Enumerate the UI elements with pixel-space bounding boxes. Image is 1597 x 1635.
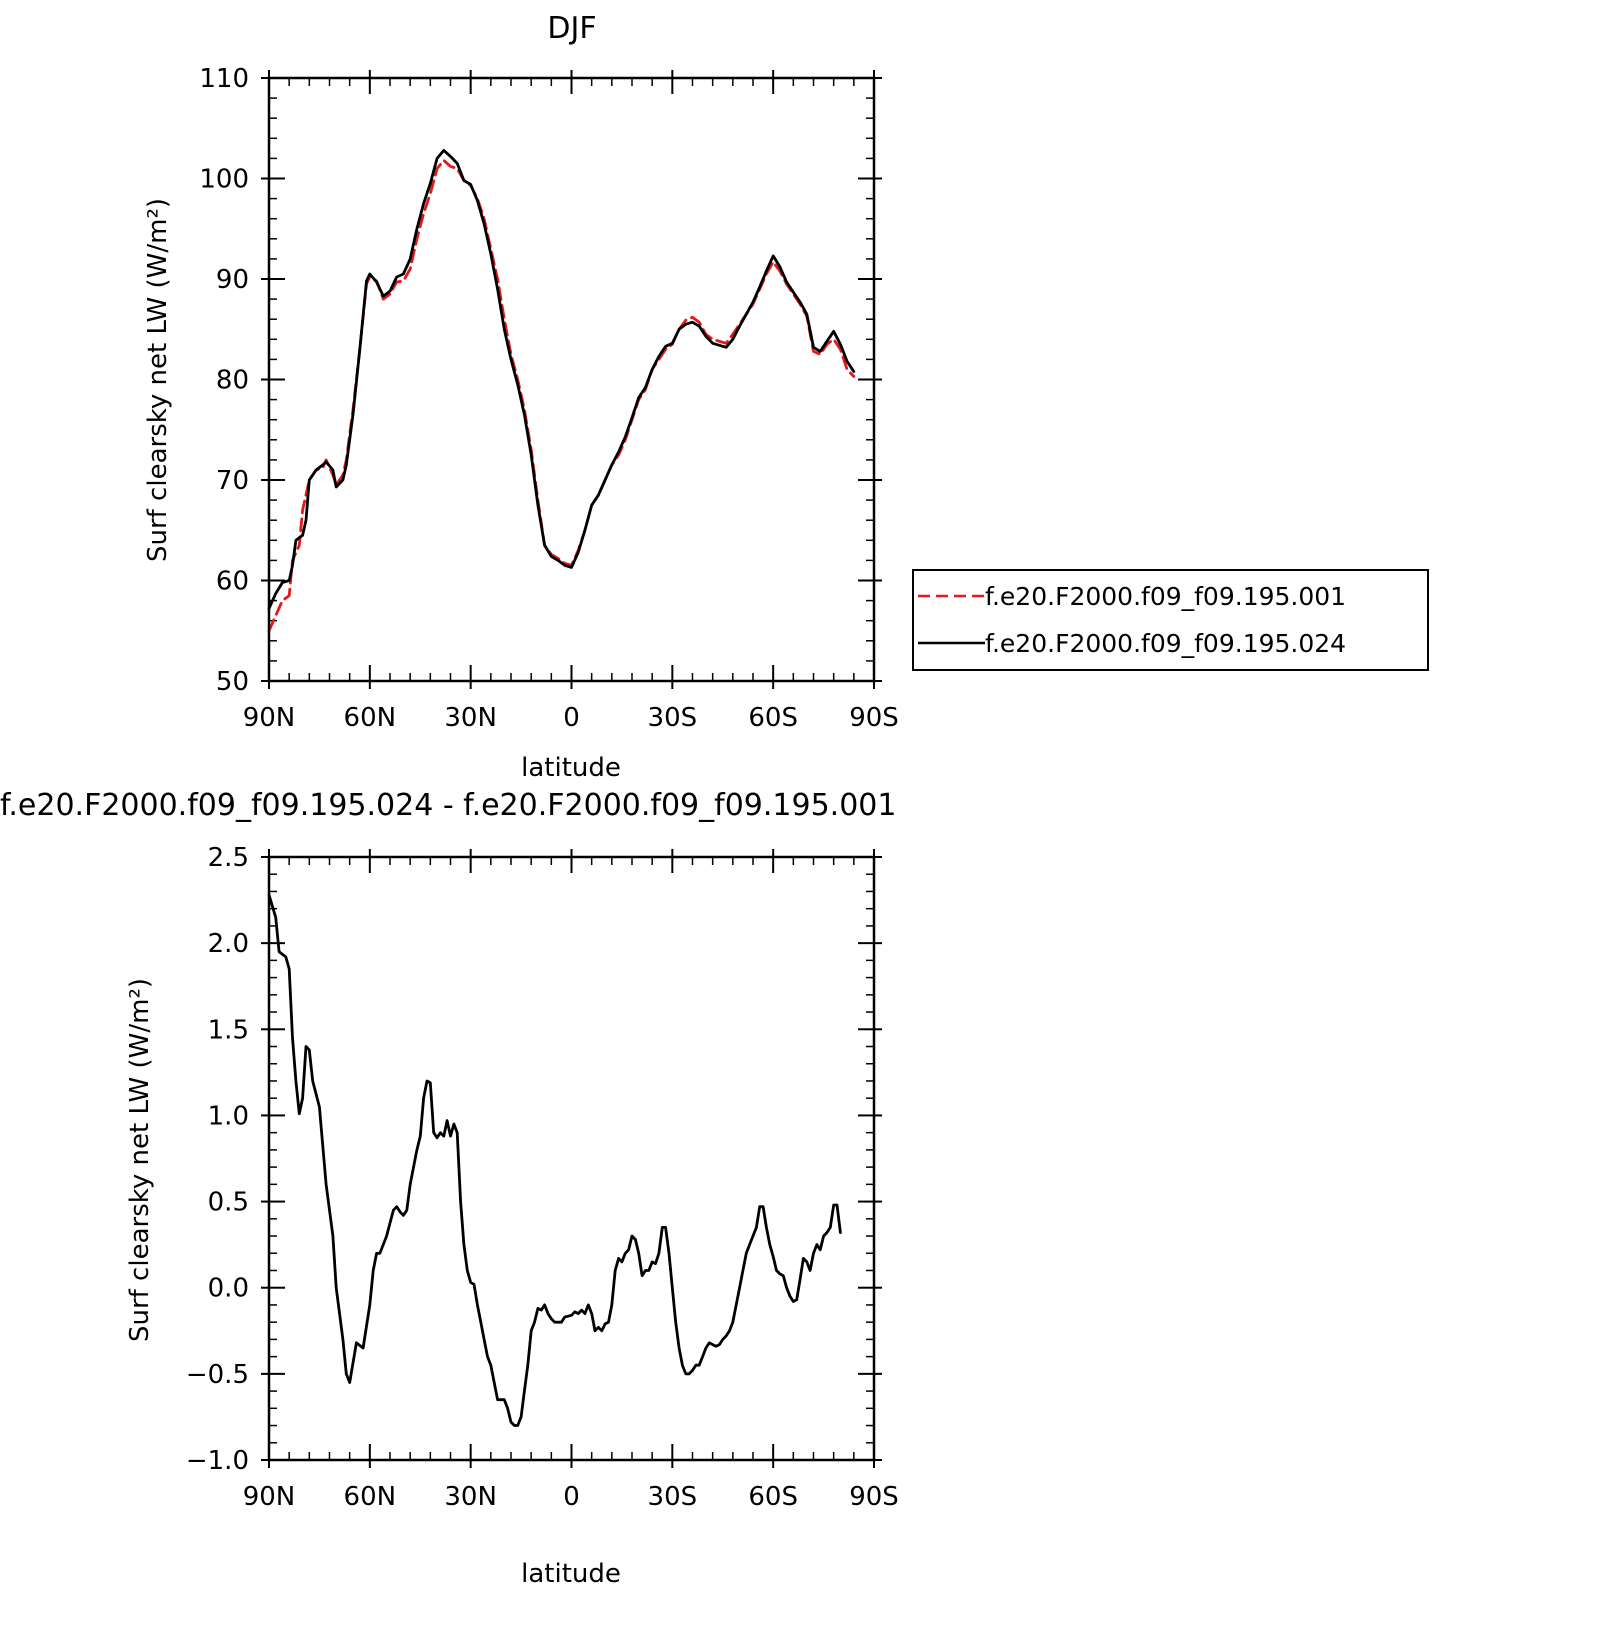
top-plot-frame	[267, 76, 876, 683]
y-tick-label: −0.5	[186, 1360, 249, 1390]
x-tick-label: 30N	[444, 703, 497, 733]
x-tick-label: 30N	[444, 1482, 497, 1512]
legend-label-series-2: f.e20.F2000.f09_f09.195.024	[985, 629, 1346, 658]
y-tick-label: 90	[216, 265, 249, 295]
y-tick-label: 100	[199, 165, 249, 195]
top-x-axis-title: latitude	[521, 753, 621, 783]
y-tick-label: 60	[216, 567, 249, 597]
series-line-1	[267, 893, 842, 1427]
series-line-2	[267, 149, 856, 610]
y-tick-label: 80	[216, 366, 249, 396]
top-y-axis-title: Surf clearsky net LW (W/m²)	[143, 198, 173, 562]
y-tick-label: 0.0	[208, 1274, 249, 1304]
y-tick-label: 50	[216, 667, 249, 697]
bottom-y-axis-title: Surf clearsky net LW (W/m²)	[125, 978, 155, 1342]
y-tick-label: −1.0	[186, 1446, 249, 1476]
x-tick-label: 90N	[243, 703, 296, 733]
bottom-panel: f.e20.F2000.f09_f09.195.024 - f.e20.F200…	[0, 788, 899, 1589]
top-panel: DJF 90N 60N 30N 0 30S 60S 90S5060708090100110 …	[143, 11, 899, 783]
x-tick-label: 60N	[344, 703, 397, 733]
bottom-plot-frame	[267, 855, 876, 1462]
x-tick-label: 60N	[344, 1482, 397, 1512]
x-tick-label: 60S	[748, 703, 798, 733]
y-tick-label: 2.5	[208, 843, 249, 873]
top-series	[267, 149, 856, 633]
x-tick-label: 90S	[849, 703, 899, 733]
y-tick-label: 1.5	[208, 1015, 249, 1045]
series-line-1	[267, 159, 856, 633]
x-tick-label: 0	[563, 1482, 580, 1512]
x-tick-label: 30S	[648, 703, 698, 733]
x-tick-label: 90N	[243, 1482, 296, 1512]
y-tick-label: 0.5	[208, 1188, 249, 1218]
top-chart-title: DJF	[547, 11, 596, 46]
bottom-chart-title: f.e20.F2000.f09_f09.195.024 - f.e20.F200…	[0, 788, 896, 823]
x-tick-label: 60S	[748, 1482, 798, 1512]
y-tick-label: 110	[199, 64, 249, 94]
legend-box	[912, 569, 1429, 671]
bottom-series	[267, 893, 842, 1427]
legend: f.e20.F2000.f09_f09.195.001 f.e20.F2000.…	[912, 569, 1429, 671]
y-tick-label: 70	[216, 466, 249, 496]
bottom-x-axis-title: latitude	[521, 1559, 621, 1589]
y-tick-label: 2.0	[208, 929, 249, 959]
bottom-ticks: 90N 60N 30N 0 30S 60S 90S −1.0 −0.5 0.0 0.5 1.0 1.5 2…	[186, 843, 899, 1512]
x-tick-label: 30S	[648, 1482, 698, 1512]
legend-label-series-1: f.e20.F2000.f09_f09.195.001	[985, 582, 1346, 611]
x-tick-label: 90S	[849, 1482, 899, 1512]
y-tick-label: 1.0	[208, 1101, 249, 1131]
top-ticks: 90N 60N 30N 0 30S 60S 90S 50 60 70 80 90 100 110	[199, 64, 898, 733]
x-tick-label: 0	[563, 703, 580, 733]
